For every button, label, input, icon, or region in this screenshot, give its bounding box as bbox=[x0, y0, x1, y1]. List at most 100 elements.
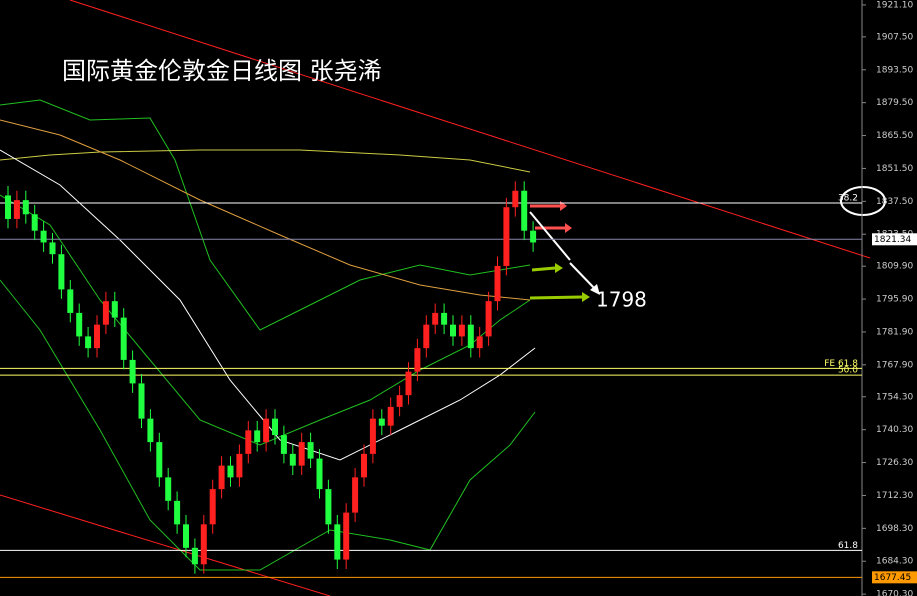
y-tick-label: 1698.30 bbox=[876, 524, 913, 534]
y-tick-label: 1893.50 bbox=[876, 65, 913, 75]
candle-body bbox=[49, 242, 56, 255]
candle-body bbox=[298, 442, 305, 466]
candle-body bbox=[289, 453, 296, 466]
candle-body bbox=[307, 442, 314, 459]
candle-body bbox=[174, 500, 181, 525]
candle-body bbox=[227, 465, 234, 478]
candle-body bbox=[432, 312, 439, 325]
level-label: 61.8 bbox=[838, 541, 858, 551]
level-label: 50.0 bbox=[838, 366, 858, 376]
candle-body bbox=[236, 453, 243, 478]
candle-body bbox=[165, 477, 172, 501]
candle-body bbox=[147, 418, 154, 443]
y-tick-label: 1754.30 bbox=[876, 392, 913, 402]
price-tag bbox=[872, 233, 917, 246]
y-tick-label: 1809.90 bbox=[876, 262, 913, 272]
arrow-head bbox=[565, 223, 572, 233]
candle-body bbox=[272, 418, 278, 436]
y-tick-label: 1879.50 bbox=[876, 98, 913, 108]
candle-body bbox=[31, 214, 38, 231]
y-tick-label: 1837.50 bbox=[876, 197, 913, 207]
price-tag-label: 1677.45 bbox=[874, 573, 911, 583]
y-tick-label: 1767.90 bbox=[876, 360, 913, 370]
arrow-head bbox=[582, 292, 590, 302]
candle-body bbox=[254, 430, 261, 443]
candle-body bbox=[183, 524, 189, 548]
candle-body bbox=[316, 458, 323, 490]
y-tick-label: 1726.30 bbox=[876, 458, 913, 468]
band bbox=[0, 99, 531, 331]
band bbox=[0, 194, 531, 446]
candle-body bbox=[503, 207, 510, 266]
candle-body bbox=[396, 395, 403, 407]
candle-body bbox=[441, 312, 448, 325]
arrow bbox=[569, 262, 597, 291]
candle-body bbox=[494, 265, 501, 302]
trend-line bbox=[69, 0, 871, 259]
candle-body bbox=[405, 371, 412, 396]
candle-body bbox=[423, 324, 430, 349]
arrow bbox=[529, 295, 583, 300]
moving-average bbox=[0, 149, 536, 461]
candle-body bbox=[476, 336, 483, 349]
candle-body bbox=[58, 254, 65, 290]
candle-body bbox=[343, 512, 350, 560]
candle-body bbox=[325, 489, 332, 525]
candle-body bbox=[414, 348, 421, 372]
decoration bbox=[0, 0, 886, 596]
candle-body bbox=[129, 359, 136, 384]
candle-body bbox=[138, 383, 145, 419]
moving-average bbox=[0, 149, 531, 173]
arrow bbox=[529, 211, 571, 261]
annotation: 1798 bbox=[596, 288, 647, 312]
candle-body bbox=[467, 324, 474, 349]
candle-body bbox=[120, 317, 127, 360]
candle-body bbox=[22, 200, 29, 215]
candle-body bbox=[369, 418, 376, 454]
level-label: 38.2 bbox=[838, 193, 858, 203]
candle-body bbox=[245, 430, 252, 454]
arrow-head bbox=[555, 263, 563, 273]
candle-body bbox=[378, 418, 385, 426]
candle-body bbox=[387, 406, 394, 426]
candle-body bbox=[458, 324, 465, 337]
y-tick-label: 1795.90 bbox=[876, 295, 913, 305]
arrow bbox=[531, 266, 556, 272]
y-tick-label: 1781.90 bbox=[876, 327, 913, 337]
arrow-head bbox=[560, 201, 567, 211]
candle-body bbox=[5, 195, 11, 219]
y-tick-label: 1684.30 bbox=[876, 557, 913, 567]
highlight-circle bbox=[840, 186, 886, 216]
candle-body bbox=[352, 477, 359, 513]
candle-body bbox=[76, 312, 83, 337]
candle-body bbox=[485, 301, 492, 337]
candle-body bbox=[512, 190, 519, 208]
candle-body bbox=[263, 418, 270, 443]
candle-body bbox=[13, 200, 20, 219]
level-label: FE 61.8 bbox=[824, 359, 858, 369]
y-tick-label: 1921.10 bbox=[876, 0, 913, 10]
y-tick-label: 1907.50 bbox=[876, 32, 913, 42]
candle-body bbox=[200, 524, 207, 565]
y-tick-label: 1670.30 bbox=[876, 590, 913, 596]
candle-body bbox=[450, 324, 456, 337]
price-tag-label: 1821.34 bbox=[874, 235, 911, 245]
candle-body bbox=[280, 435, 287, 454]
candle-body bbox=[94, 324, 100, 349]
candle-body bbox=[530, 230, 537, 243]
y-tick-label: 1865.50 bbox=[876, 131, 913, 141]
trend-line bbox=[0, 494, 331, 596]
candle-body bbox=[218, 465, 225, 490]
candle-body bbox=[334, 524, 341, 560]
moving-average bbox=[0, 119, 531, 301]
candle-body bbox=[85, 336, 92, 349]
candle-body bbox=[111, 301, 118, 318]
candle-body bbox=[361, 453, 367, 478]
candle-body bbox=[102, 301, 109, 325]
price-tag bbox=[872, 571, 917, 584]
arrow-head bbox=[590, 284, 600, 295]
candle-body bbox=[191, 547, 198, 565]
candle-body bbox=[40, 230, 47, 243]
y-tick-label: 1740.30 bbox=[876, 425, 913, 435]
